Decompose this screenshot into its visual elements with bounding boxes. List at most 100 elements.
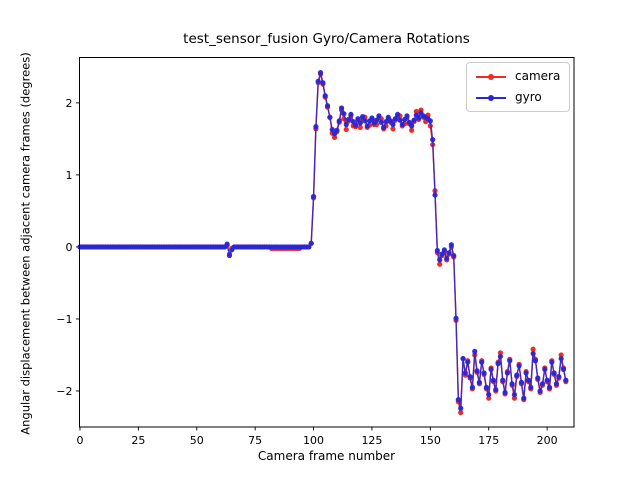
gyro-marker <box>352 122 359 128</box>
gyro-marker <box>497 353 504 360</box>
gyro-marker <box>315 78 321 84</box>
gyro-marker <box>224 241 230 247</box>
x-tick-label: 50 <box>190 434 204 447</box>
gyro-marker <box>355 116 361 122</box>
gyro-marker <box>336 118 342 124</box>
gyro-marker <box>476 379 482 385</box>
gyro-marker <box>348 111 354 118</box>
gyro-marker <box>490 377 497 383</box>
gyro-marker <box>502 389 508 396</box>
gyro-marker <box>462 370 468 376</box>
gyro-marker <box>376 113 382 119</box>
figure: test_sensor_fusion Gyro/Camera Rotations… <box>18 31 575 463</box>
gyro-marker <box>465 359 471 365</box>
gyro-line <box>79 71 567 409</box>
plot-border <box>79 57 575 428</box>
y-tick-label: 2 <box>66 97 73 110</box>
camera-marker <box>409 127 415 133</box>
camera-marker <box>390 126 396 132</box>
camera-marker <box>357 124 363 130</box>
gyro-marker <box>345 116 352 123</box>
y-tick-label: 1 <box>66 169 73 182</box>
gyro-marker <box>360 113 366 120</box>
camera-marker <box>413 108 419 115</box>
x-tick-label: 200 <box>537 434 558 447</box>
chart-title: test_sensor_fusion Gyro/Camera Rotations <box>183 31 470 47</box>
gyro-marker <box>488 366 494 372</box>
gyro-marker <box>486 391 492 398</box>
gyro-marker <box>313 124 319 130</box>
gyro-marker <box>434 247 440 254</box>
gyro-marker <box>469 384 475 390</box>
gyro-marker <box>509 381 515 387</box>
gyro-marker <box>495 361 501 367</box>
gyro-marker <box>439 251 445 257</box>
gyro-marker <box>357 120 363 126</box>
gyro-marker <box>472 348 478 354</box>
gyro-marker <box>383 119 389 125</box>
gyro-marker <box>525 377 532 383</box>
gyro-marker <box>427 118 433 124</box>
camera-line-swatch <box>476 73 506 80</box>
x-tick-label: 0 <box>76 434 83 447</box>
gyro-marker <box>378 119 384 125</box>
gyro-marker <box>448 242 454 248</box>
gyro-marker <box>558 355 564 362</box>
camera-marker <box>558 352 564 358</box>
x-tick-label: 100 <box>303 434 324 447</box>
legend-label-camera: camera <box>515 69 561 83</box>
gyro-marker <box>553 381 560 387</box>
gyro-marker <box>432 192 438 198</box>
x-tick-label: 75 <box>248 434 262 447</box>
gyro-marker <box>308 240 314 246</box>
gyro-marker <box>334 127 340 133</box>
gyro-marker <box>451 252 457 259</box>
gyro-marker <box>523 370 529 376</box>
gyro-marker <box>338 105 345 111</box>
gyro-marker <box>317 70 324 76</box>
gyro-marker <box>392 116 398 122</box>
gyro-marker <box>404 113 410 119</box>
y-tick-label: −2 <box>56 385 72 398</box>
camera-marker-icon <box>488 73 494 80</box>
gyro-marker <box>460 355 466 362</box>
x-tick-label: 125 <box>361 434 382 447</box>
gyro-marker <box>539 381 546 387</box>
gyro-marker <box>226 252 233 259</box>
gyro-marker <box>483 384 490 390</box>
gyro-marker <box>504 370 511 376</box>
gyro-marker-icon <box>488 94 494 101</box>
y-tick-label: −1 <box>56 313 72 326</box>
camera-marker <box>486 395 492 401</box>
gyro-marker <box>399 121 405 128</box>
legend-item-camera: camera <box>476 68 560 85</box>
gyro-marker <box>455 397 461 403</box>
legend: camera gyro <box>466 62 571 112</box>
gyro-marker <box>409 123 415 129</box>
gyro-marker <box>542 366 548 372</box>
gyro-marker <box>381 124 387 130</box>
legend-item-gyro: gyro <box>476 89 560 106</box>
gyro-marker <box>322 93 328 99</box>
gyro-marker <box>516 363 522 369</box>
gyro-marker <box>493 386 499 393</box>
gyro-marker <box>511 391 518 398</box>
gyro-marker <box>327 114 333 120</box>
y-tick-label: 0 <box>66 241 73 254</box>
gyro-marker <box>437 257 443 263</box>
x-tick-label: 150 <box>420 434 441 447</box>
gyro-marker <box>324 103 331 109</box>
gyro-marker <box>374 117 380 123</box>
gyro-marker <box>563 377 569 383</box>
gyro-marker <box>341 111 347 117</box>
gyro-marker <box>467 373 473 380</box>
gyro-marker <box>535 375 541 381</box>
gyro-marker <box>395 111 401 118</box>
gyro-marker <box>507 358 513 364</box>
gyro-marker <box>481 370 487 376</box>
gyro-marker <box>514 372 520 378</box>
camera-marker <box>530 346 536 352</box>
gyro-marker <box>453 315 459 321</box>
camera-marker <box>511 395 518 401</box>
gyro-marker <box>397 117 403 123</box>
